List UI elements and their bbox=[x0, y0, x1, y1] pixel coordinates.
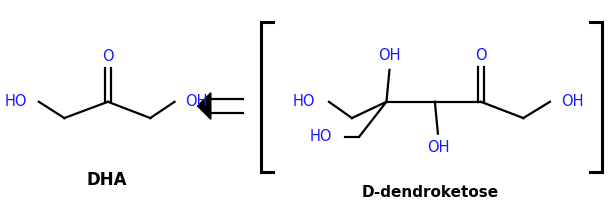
Text: OH: OH bbox=[378, 48, 401, 63]
Text: OH: OH bbox=[427, 140, 449, 155]
Text: DHA: DHA bbox=[86, 171, 127, 189]
Text: HO: HO bbox=[4, 94, 26, 109]
Text: HO: HO bbox=[293, 94, 315, 109]
Text: O: O bbox=[102, 49, 114, 64]
Text: O: O bbox=[475, 48, 487, 63]
Polygon shape bbox=[198, 93, 211, 119]
Text: D-dendroketose: D-dendroketose bbox=[362, 185, 499, 200]
Text: HO: HO bbox=[309, 129, 332, 144]
Text: OH: OH bbox=[185, 94, 208, 109]
Text: OH: OH bbox=[561, 94, 583, 109]
